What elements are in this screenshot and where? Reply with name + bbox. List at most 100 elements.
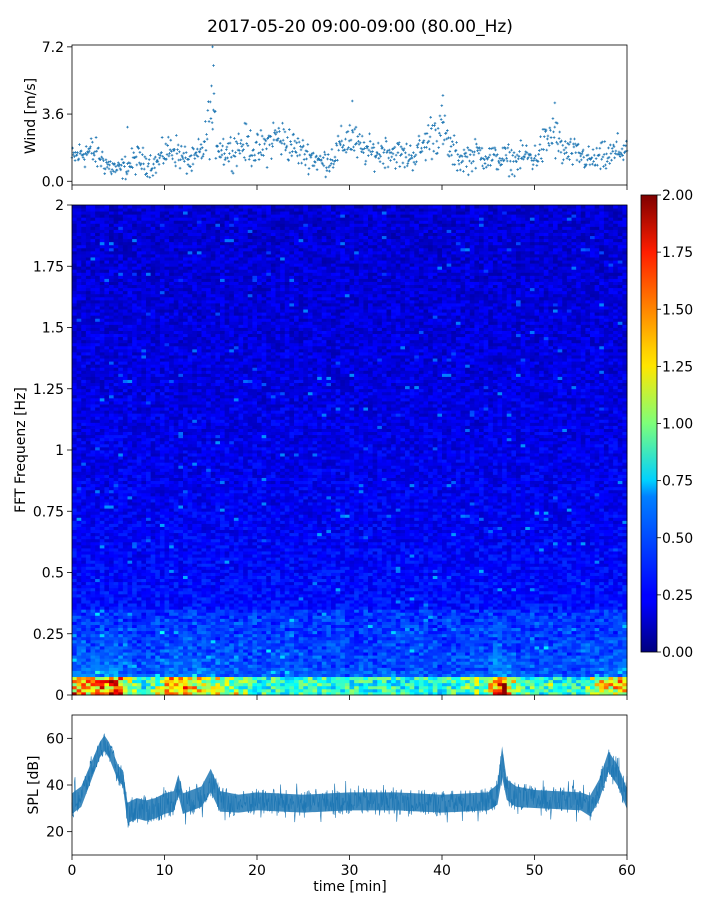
spectrogram-cell [529, 603, 535, 607]
wind-point [486, 163, 490, 167]
spectrogram-cell [409, 670, 415, 674]
spectrogram-cell [178, 667, 184, 671]
spectrogram-cell [349, 600, 355, 604]
spectrogram-cell [488, 670, 494, 674]
wind-point [141, 153, 144, 156]
spectrogram-cell [617, 612, 623, 616]
spectrogram-cell [280, 590, 286, 595]
spectrogram-cell [562, 636, 568, 641]
spectrogram-cell [229, 593, 235, 598]
spectrogram-cell [169, 630, 175, 635]
spectrogram-cell [617, 615, 623, 619]
spectrogram-cell [543, 682, 549, 687]
spectrogram-cell [497, 609, 503, 613]
spectrogram-cell [599, 676, 605, 681]
wind-point [91, 140, 94, 144]
spectrogram-cell [585, 676, 591, 681]
spectrogram-cell [247, 621, 253, 625]
spectrogram-cell [423, 624, 429, 629]
spectrogram-cell [280, 612, 286, 616]
spectrogram-cell [81, 679, 87, 684]
spectrogram-cell [585, 670, 591, 674]
spectrogram-cell [76, 670, 82, 674]
spectrogram-cell [465, 658, 471, 662]
spectrogram-cell [497, 661, 503, 665]
spectrogram-cell [363, 658, 369, 662]
spectrogram-cell [85, 655, 91, 659]
wind-point [328, 164, 332, 167]
spectrogram-cell [594, 624, 600, 629]
spectrogram-cell [553, 621, 559, 625]
wind-point [110, 172, 113, 176]
spectrogram-cell [303, 600, 309, 604]
spectrogram-cell [395, 676, 401, 681]
spectrogram-cell [409, 600, 415, 604]
spectrogram-cell [548, 590, 554, 595]
spectrogram-cell [122, 612, 128, 616]
spectrogram-cell [187, 688, 193, 693]
spectrogram-cell [289, 646, 295, 650]
spectrogram-cell [455, 676, 461, 681]
wind-point [221, 144, 224, 148]
spectrogram-cell [418, 630, 424, 635]
spectrogram-cell [90, 661, 96, 665]
spectrogram-cell [155, 658, 161, 662]
spectrogram-cell [192, 612, 198, 616]
wind-point [360, 150, 363, 154]
spectrogram-cell [400, 630, 406, 635]
spectrogram-cell [585, 612, 591, 616]
spectrogram-cell [90, 652, 96, 656]
spectrogram-cell [270, 664, 276, 668]
spectrogram-cell [539, 642, 545, 647]
spectrogram-cell [381, 670, 387, 674]
spectrogram-cell [238, 624, 244, 629]
spectrogram-cell [173, 606, 179, 610]
spectrogram-cell [169, 621, 175, 625]
spectrogram-cell [566, 642, 572, 647]
spectrogram-cell [405, 664, 411, 668]
spectrogram-cell [127, 593, 133, 598]
spectrogram-cell [331, 646, 337, 650]
spectrogram-cell [229, 609, 235, 613]
spectrogram-cell [196, 621, 202, 625]
spectrogram-cell [85, 642, 91, 647]
spectrogram-cell [529, 639, 535, 644]
wind-point [288, 151, 292, 155]
spectrogram-cell [127, 603, 133, 607]
spectrogram-cell [169, 673, 175, 678]
spectrogram-cell [113, 621, 119, 625]
spectrogram-cell [585, 633, 591, 638]
spectrogram-cell [354, 609, 360, 613]
spectrogram-cell [349, 639, 355, 644]
spectrogram-cell [238, 667, 244, 671]
wind-point [303, 152, 307, 156]
spectrogram-cell [377, 615, 383, 619]
spectrogram-cell [238, 618, 244, 622]
spectrogram-cell [85, 658, 91, 662]
wind-point [192, 153, 196, 157]
wind-point [334, 142, 338, 145]
wind-point [568, 158, 571, 161]
spectrogram-cell [386, 609, 392, 613]
spectrogram-cell [414, 664, 420, 668]
spectrogram-cell [81, 606, 87, 610]
spectrogram-cell [608, 615, 614, 619]
spectrogram-cell [451, 661, 457, 665]
spectrogram-cell [280, 646, 286, 650]
spectrogram-cell [423, 642, 429, 647]
spectrogram-cell [220, 679, 226, 684]
spectrogram-cell [247, 639, 253, 644]
spectrogram-cell [331, 606, 337, 610]
spectrogram-cell [455, 670, 461, 674]
spectrogram-cell [99, 618, 105, 622]
spectrogram-cell [483, 615, 489, 619]
spectrogram-cell [183, 685, 189, 690]
spectrogram-cell [340, 636, 346, 641]
spectrogram-cell [85, 688, 91, 693]
spectrogram-cell [405, 597, 411, 601]
spectrogram-cell [479, 658, 485, 662]
spectrogram-cell [418, 633, 424, 638]
spectrogram-cell [460, 655, 466, 659]
spectrogram-cell [321, 590, 327, 595]
spectrogram-cell [307, 609, 313, 613]
